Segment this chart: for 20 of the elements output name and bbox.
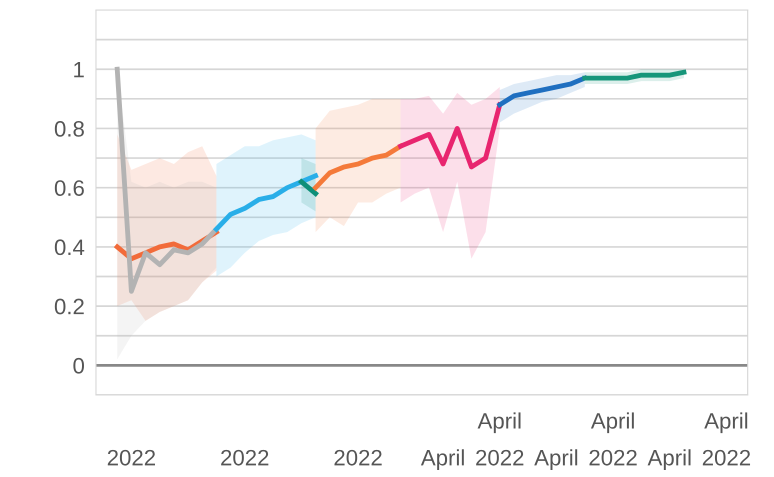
x-tick-label: April <box>534 449 578 470</box>
y-tick-label: 0.6 <box>54 180 84 196</box>
line-series <box>497 76 588 108</box>
line-series <box>313 144 404 190</box>
y-tick-label: 0.8 <box>54 120 84 137</box>
x-tick-label: April 2022 <box>589 412 637 466</box>
x-tick-label: April <box>648 449 691 470</box>
line-series <box>398 102 502 170</box>
y-tick-label: 0 <box>73 358 84 374</box>
y-tick-label: 0.2 <box>54 298 84 314</box>
x-tick-label: 2022 <box>334 450 382 466</box>
y-tick-label: 0.4 <box>54 239 84 256</box>
x-tick-label: April 2022 <box>476 412 524 466</box>
line-series <box>214 173 318 232</box>
x-tick-label: 2022 <box>108 450 155 466</box>
x-tick-label: April <box>420 449 464 470</box>
x-tick-label: April 2022 <box>702 412 750 466</box>
y-tick-label: 1 <box>74 62 84 78</box>
x-tick-label: 2022 <box>221 450 268 466</box>
line-series <box>114 66 219 294</box>
